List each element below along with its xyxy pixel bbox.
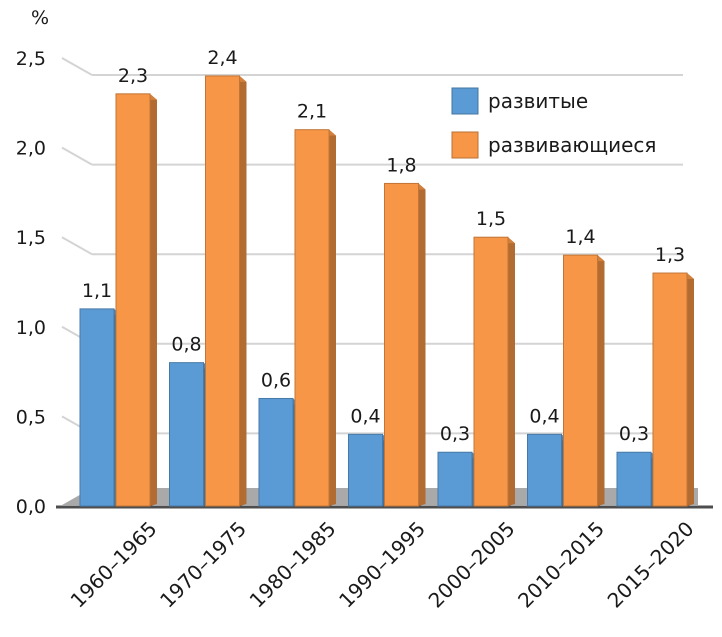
bar-developed [437,451,479,507]
value-label: 1,5 [476,208,506,230]
legend-label: развитые [488,89,588,113]
legend: развитые развивающиеся [451,87,656,159]
bar-side [329,129,336,506]
bar-front [258,397,294,507]
bar-front [294,129,330,507]
bar-front [616,451,652,507]
bar-developing [652,272,694,507]
bar-front [115,93,151,507]
x-category-label: 1990–1995 [334,517,430,613]
value-label: 2,3 [118,65,148,87]
gridline-diagonal [61,236,93,256]
bar-developing [205,75,247,507]
value-label: 0,6 [261,369,291,391]
bar-front [563,254,598,507]
bar-developing [115,93,157,507]
bar-side [687,273,694,506]
bar-side [418,183,426,506]
x-category-label: 1960–1965 [66,517,162,613]
bar-front [384,182,419,507]
x-category-label: 1980–1985 [245,517,341,613]
legend-item: развитые [451,87,588,115]
bar-developing [473,236,515,507]
bars [79,75,694,507]
y-axis-unit-label: % [31,7,49,29]
bar-front [473,236,509,507]
value-label: 1,4 [565,226,595,248]
value-label: 2,4 [207,47,237,69]
bar-side [597,255,605,506]
value-label: 1,1 [82,280,112,302]
y-axis: 0,0 0,5 1,0 1,5 2,0 2,5% [16,7,49,518]
value-label: 1,8 [386,154,416,176]
bar-front [205,75,240,507]
x-category-label: 2000–2005 [424,517,520,613]
bar-developed [527,433,569,507]
y-tick-label: 2,0 [16,138,46,160]
y-tick-label: 0,5 [16,406,46,428]
y-tick-label: 1,0 [16,317,46,339]
x-category-label: 2010–2015 [513,517,609,613]
bar-developed [258,397,300,507]
legend-swatch [451,87,479,115]
y-tick-label: 0,0 [16,496,46,518]
value-label: 0,4 [529,405,559,427]
bar-side [150,93,157,506]
bar-developing [294,129,336,507]
x-axis-labels: 1960–19651970–19751980–19851990–19952000… [66,517,699,613]
bar-developing [384,182,426,507]
value-label: 0,4 [350,405,380,427]
value-label: 0,8 [171,334,201,356]
bar-front [348,433,383,507]
bar-front [437,451,473,507]
y-tick-label: 1,5 [16,227,46,249]
bar-side [239,75,247,507]
bar-front [79,308,115,507]
value-label: 0,3 [440,423,470,445]
bar-developed [616,451,658,507]
gridline-diagonal [61,57,93,76]
bar-developed [348,433,390,507]
legend-swatch [451,131,479,159]
bar-front [169,362,204,507]
gridline-diagonal [61,146,93,166]
bar-front [652,272,688,507]
bar-developed [169,362,211,507]
legend-label: развивающиеся [488,133,656,157]
value-labels: 1,1 2,3 0,8 2,4 0,6 2,1 0,4 1,8 0,3 1,5 0,4 1,4 0,3 1… [82,47,685,445]
bar-side [508,237,515,506]
bar-developed [79,308,121,507]
value-label: 0,3 [619,423,649,445]
value-label: 1,3 [655,244,685,266]
value-label: 2,1 [297,101,327,123]
y-tick-label: 2,5 [16,48,46,70]
x-category-label: 2015–2020 [603,517,699,613]
bar-developing [563,254,605,507]
bar-front [527,433,562,507]
legend-item: развивающиеся [451,131,656,159]
x-category-label: 1970–1975 [155,517,251,613]
